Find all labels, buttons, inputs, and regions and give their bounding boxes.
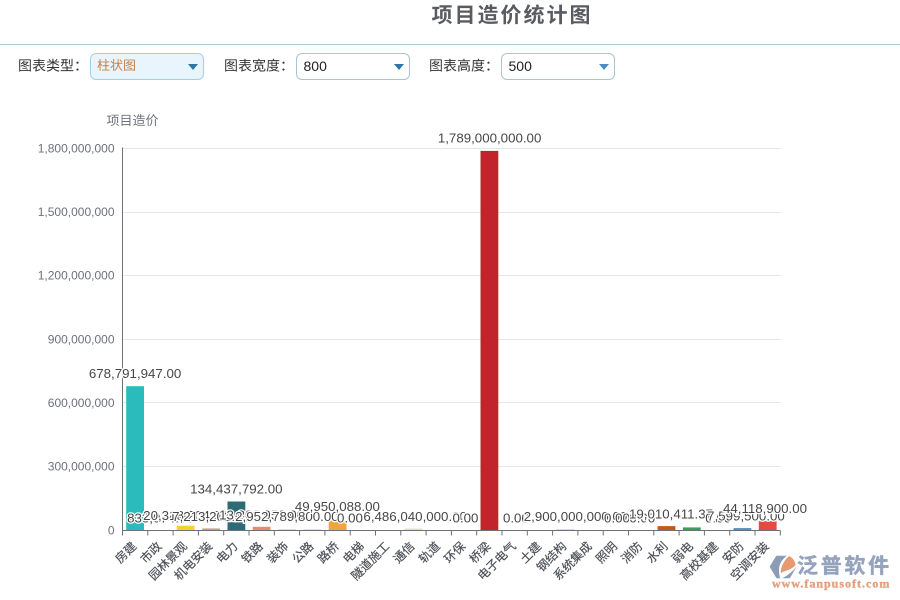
svg-text:1,500,000,000: 1,500,000,000 bbox=[38, 205, 115, 219]
svg-text:0.00: 0.00 bbox=[453, 510, 479, 525]
svg-text:900,000,000: 900,000,000 bbox=[48, 332, 115, 346]
svg-text:600,000,000: 600,000,000 bbox=[48, 396, 115, 410]
svg-text:www.fanpusoft.com: www.fanpusoft.com bbox=[772, 577, 890, 591]
svg-text:13,202,952.00: 13,202,952.00 bbox=[219, 508, 304, 523]
svg-text:300,000,000: 300,000,000 bbox=[48, 460, 115, 474]
svg-text:1,789,000,000.00: 1,789,000,000.00 bbox=[438, 131, 542, 146]
svg-text:134,437,792.00: 134,437,792.00 bbox=[190, 481, 282, 496]
svg-text:0.00: 0.00 bbox=[604, 510, 630, 525]
svg-text:19,010,411.37: 19,010,411.37 bbox=[629, 507, 713, 522]
svg-text:7,213,202.00: 7,213,202.00 bbox=[172, 509, 250, 524]
svg-text:0: 0 bbox=[108, 524, 115, 538]
svg-text:2,900,000,000.00: 2,900,000,000.00 bbox=[524, 509, 628, 524]
svg-text:1,200,000,000: 1,200,000,000 bbox=[38, 269, 115, 283]
svg-text:678,791,947.00: 678,791,947.00 bbox=[89, 366, 181, 381]
svg-text:49,950,088.00: 49,950,088.00 bbox=[295, 499, 380, 514]
svg-text:0.00: 0.00 bbox=[337, 510, 363, 525]
svg-text:0.00: 0.00 bbox=[705, 510, 731, 525]
svg-text:6,486,040,000.00: 6,486,040,000.00 bbox=[363, 509, 467, 524]
svg-text:1,800,000,000: 1,800,000,000 bbox=[38, 142, 115, 156]
svg-text:7,599,500.00: 7,599,500.00 bbox=[707, 509, 785, 524]
svg-text:44,118,900.00: 44,118,900.00 bbox=[723, 501, 807, 516]
svg-text:0.00: 0.00 bbox=[629, 510, 655, 525]
svg-text:833,074.00: 833,074.00 bbox=[127, 510, 194, 525]
svg-text:0.00: 0.00 bbox=[503, 510, 529, 525]
svg-text:2,952,789,800.00: 2,952,789,800.00 bbox=[235, 509, 339, 524]
svg-text:20,318,204.00: 20,318,204.00 bbox=[143, 508, 228, 523]
